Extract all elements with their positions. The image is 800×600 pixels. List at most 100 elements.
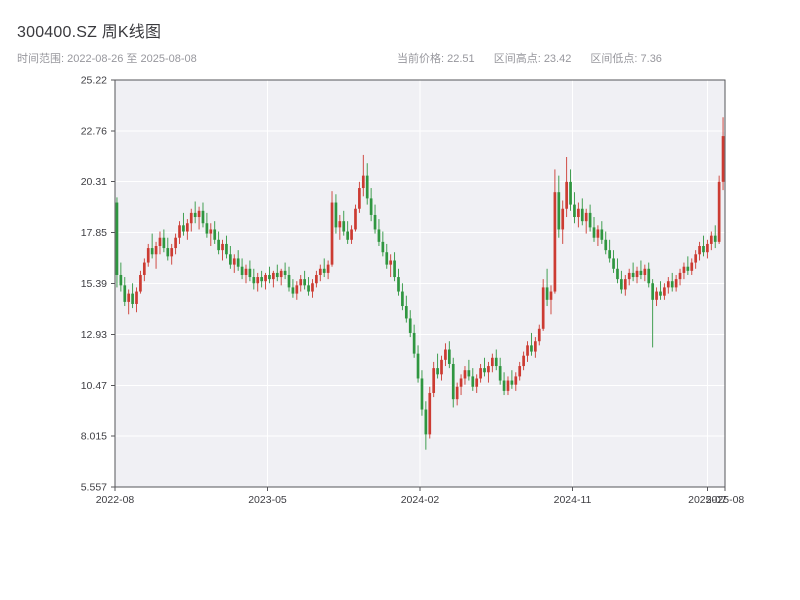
y-axis-labels: 25.22 22.76 20.31 17.85 15.39 12.93 10.47 8.015… <box>81 75 115 494</box>
candle <box>256 272 260 292</box>
candles-layer <box>115 117 725 450</box>
candle <box>616 258 619 284</box>
candle <box>412 324 416 358</box>
candle <box>451 357 455 408</box>
x-tick-label: 2024-11 <box>554 494 592 506</box>
candle <box>588 204 592 232</box>
candle <box>580 198 584 226</box>
candle <box>698 241 701 261</box>
candle <box>350 225 353 244</box>
candle <box>229 246 232 269</box>
candle <box>447 341 451 369</box>
candle <box>154 241 158 269</box>
candle <box>361 154 365 197</box>
candle <box>244 264 248 284</box>
candle <box>178 221 181 244</box>
x-tick-label: 2023-05 <box>248 494 287 506</box>
candle <box>666 277 670 294</box>
candle <box>139 270 142 294</box>
candle <box>268 266 271 284</box>
candle <box>424 401 428 450</box>
candle <box>706 239 709 259</box>
candle <box>647 262 651 288</box>
candle <box>330 191 334 267</box>
x-axis-labels: 2022-08 2023-05 2024-02 2024-11 2025-072025-… <box>96 487 745 506</box>
candle <box>185 219 189 240</box>
candle <box>209 223 213 247</box>
grid-layer <box>114 79 726 488</box>
candle <box>260 270 263 288</box>
y-tick-label: 22.76 <box>81 125 107 137</box>
candle <box>713 225 717 249</box>
candle <box>146 243 150 267</box>
candle <box>385 243 389 269</box>
candle <box>318 264 322 282</box>
candle <box>420 370 424 416</box>
candle <box>440 355 443 381</box>
candle <box>115 197 119 288</box>
candle <box>334 194 338 234</box>
candle <box>287 266 291 292</box>
candle <box>651 279 655 348</box>
candle <box>170 243 174 265</box>
candle <box>404 295 408 323</box>
candle <box>401 283 404 311</box>
candle <box>436 353 439 379</box>
candle <box>686 256 690 275</box>
candle <box>479 363 482 383</box>
range-low-label: 区间低点: 7.36 <box>590 53 662 65</box>
candle <box>354 204 357 232</box>
candle <box>123 277 127 307</box>
candle <box>295 281 299 300</box>
candle <box>131 283 134 309</box>
candle <box>221 239 224 261</box>
candle <box>358 181 361 213</box>
candle <box>682 262 686 280</box>
candle <box>526 341 529 362</box>
candle <box>193 201 197 224</box>
candle <box>475 374 479 393</box>
candle <box>135 287 138 313</box>
candle <box>158 231 162 255</box>
candle <box>322 258 326 278</box>
candle <box>510 370 514 389</box>
candle <box>326 260 330 280</box>
candle <box>549 285 553 315</box>
x-tick-label: 2025-08 <box>706 494 745 506</box>
y-tick-label: 17.85 <box>81 227 107 239</box>
candle <box>252 268 256 290</box>
candle <box>518 361 522 381</box>
chart-meta-row: 时间范围: 2022-08-26 至 2025-08-08 当前价格: 22.5… <box>17 50 787 66</box>
candle <box>694 250 698 269</box>
candle <box>635 266 639 284</box>
candle <box>557 175 561 238</box>
candle <box>225 235 228 259</box>
price-stats: 当前价格: 22.51 区间高点: 23.42 区间低点: 7.36 <box>397 50 678 66</box>
candle <box>596 225 600 247</box>
x-tick-label: 2024-02 <box>401 494 440 506</box>
candle <box>471 368 475 391</box>
candle <box>639 260 643 280</box>
x-tick-label: 2022-08 <box>96 494 135 506</box>
candle <box>608 239 611 263</box>
candle <box>534 337 537 358</box>
candle <box>444 343 447 367</box>
candle <box>506 376 510 396</box>
candle <box>620 270 623 294</box>
y-tick-label: 20.31 <box>81 176 107 188</box>
candle <box>197 206 201 230</box>
range-high-label: 区间高点: 23.42 <box>493 53 572 65</box>
candle <box>561 200 565 244</box>
candle <box>545 268 549 307</box>
candle <box>408 310 412 338</box>
candle <box>631 262 635 282</box>
candle <box>397 268 400 296</box>
candle <box>663 283 666 300</box>
y-tick-label: 12.93 <box>81 329 107 341</box>
candle <box>346 221 350 244</box>
candle <box>275 264 279 282</box>
candle <box>690 258 694 275</box>
candle <box>459 374 463 396</box>
